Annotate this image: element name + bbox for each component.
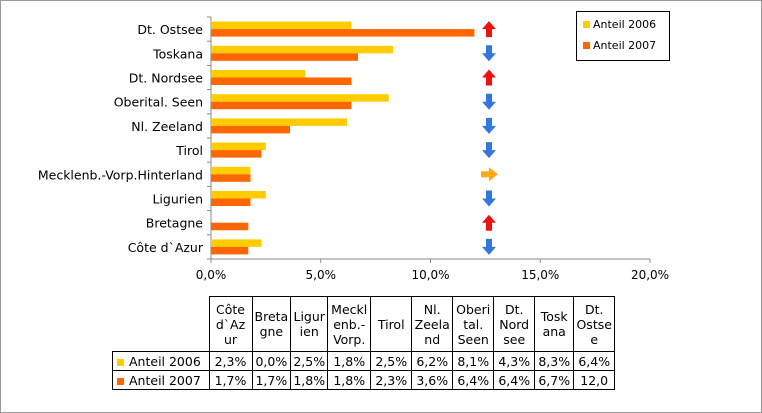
arrow-down-icon: [482, 190, 496, 207]
bar-2006: [211, 191, 266, 199]
table-swatch-2006: [117, 358, 124, 366]
table-cell: 3,6%: [411, 370, 454, 390]
table-cell: 6,4%: [452, 370, 495, 390]
table-cell: 6,4%: [493, 370, 536, 390]
table-cell: 1,8%: [327, 370, 372, 390]
table-cell: 1,7%: [251, 370, 292, 390]
table-cell: 6,2%: [411, 351, 454, 371]
data-table: Côte d`Az ur Breta gne Ligur ien Meckl e…: [112, 296, 616, 390]
y-tick-label: Oberital. Seen: [114, 95, 203, 110]
y-tick-label: Tirol: [175, 143, 203, 158]
bar-2007: [211, 198, 251, 206]
arrow-down-icon: [482, 238, 496, 255]
table-swatch-2007: [117, 377, 124, 385]
bar-2006: [211, 45, 394, 54]
bar-2007: [211, 53, 359, 61]
table-col-header: Oberi tal. Seen: [452, 296, 495, 352]
y-tick-label: Bretagne: [146, 216, 204, 231]
x-tick-label: 0,0%: [196, 268, 227, 282]
y-tick-label: Côte d`Azur: [128, 240, 204, 255]
bar-2007: [211, 246, 249, 255]
table-cell: 6,7%: [534, 370, 575, 390]
y-tick-label: Toskana: [152, 46, 203, 61]
legend-swatch-2006: [583, 21, 590, 28]
table-cell: 1,8%: [327, 351, 372, 371]
table-row-label: Anteil 2007: [112, 370, 210, 390]
table-cell: 2,5%: [290, 351, 329, 371]
bar-2007: [211, 29, 475, 37]
y-tick-label: Ligurien: [152, 192, 203, 207]
table-cell: 4,3%: [493, 351, 536, 371]
arrow-up-icon: [482, 214, 496, 231]
table-col-header: Nl. Zeela nd: [411, 296, 454, 352]
table-cell: 1,8%: [290, 370, 329, 390]
table-cell: 2,5%: [370, 351, 413, 371]
bar-2007: [211, 77, 352, 85]
bar-2006: [211, 166, 251, 175]
table-cell: 8,3%: [534, 351, 575, 371]
arrow-down-icon: [482, 117, 496, 134]
table-cell: 0,0%: [251, 351, 292, 371]
x-tick-label: 10,0%: [411, 268, 449, 282]
x-tick-label: 15,0%: [521, 268, 559, 282]
legend: Anteil 2006 Anteil 2007: [576, 11, 670, 61]
bar-2006: [211, 21, 352, 30]
bar-2006: [211, 94, 389, 102]
table-row-label: Anteil 2006: [112, 351, 210, 371]
bar-2007: [211, 101, 352, 110]
table-col-header: Ligur ien: [290, 296, 329, 352]
bar-2006: [211, 118, 348, 126]
bar-2006: [211, 70, 306, 78]
arrow-down-icon: [482, 142, 496, 159]
table-row-label-text: Anteil 2006: [129, 353, 201, 369]
table-col-header: Tosk ana: [534, 296, 575, 352]
table-row-2006: Anteil 2006 2,3% 0,0% 2,5% 1,8% 2,5% 6,2…: [112, 351, 616, 371]
table-header-row: Côte d`Az ur Breta gne Ligur ien Meckl e…: [113, 296, 616, 352]
bar-2007: [211, 125, 291, 134]
legend-label-2006: Anteil 2006: [593, 18, 657, 31]
table-cell: 2,3%: [208, 351, 253, 371]
x-tick-label: 20,0%: [631, 268, 669, 282]
table-cell: 8,1%: [452, 351, 495, 371]
y-tick-label: Dt. Ostsee: [137, 22, 203, 37]
bar-2007: [211, 174, 251, 182]
table-col-header: Tirol: [370, 296, 413, 352]
table-col-header: Meckl enb.- Vorp.: [327, 296, 372, 352]
bar-2006: [211, 239, 262, 247]
legend-item-2006: Anteil 2006: [583, 17, 656, 33]
table-cell: 1,7%: [208, 370, 253, 390]
arrow-up-icon: [482, 21, 496, 38]
y-tick-label: Nl. Zeeland: [131, 119, 203, 134]
arrow-down-icon: [482, 93, 496, 110]
legend-swatch-2007: [583, 42, 590, 49]
bar-2007: [211, 150, 262, 158]
bar-2006: [211, 142, 266, 151]
table-row-label-text: Anteil 2007: [129, 372, 201, 388]
table-cell: 2,3%: [370, 370, 413, 390]
table-corner: [113, 297, 210, 352]
table-row-2007: Anteil 2007 1,7% 1,7% 1,8% 1,8% 2,3% 3,6…: [112, 370, 616, 390]
table-col-header: Dt. Ostse e: [573, 296, 616, 352]
y-tick-label: Dt. Nordsee: [129, 71, 204, 86]
table-col-header: Breta gne: [251, 296, 292, 352]
table-cell: 6,4%: [573, 351, 616, 371]
legend-label-2007: Anteil 2007: [593, 39, 657, 52]
arrow-right-icon: [481, 167, 498, 182]
y-tick-label: Mecklenb.-Vorp.Hinterland: [38, 167, 203, 182]
table-col-header: Côte d`Az ur: [208, 296, 253, 352]
arrow-down-icon: [482, 45, 496, 62]
table-col-header: Dt. Nord see: [493, 296, 536, 352]
legend-item-2007: Anteil 2007: [583, 38, 656, 54]
arrow-up-icon: [482, 69, 496, 86]
bar-2007: [211, 222, 249, 231]
x-tick-label: 5,0%: [306, 268, 337, 282]
table-cell: 12,0: [573, 370, 616, 390]
